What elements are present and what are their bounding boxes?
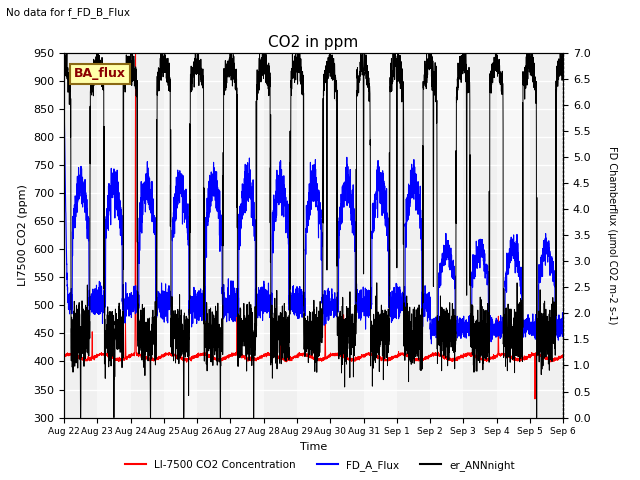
Text: BA_flux: BA_flux [74,67,126,80]
Legend: LI-7500 CO2 Concentration, FD_A_Flux, er_ANNnight: LI-7500 CO2 Concentration, FD_A_Flux, er… [121,456,519,475]
Bar [230,53,264,418]
Text: No data for f_FD_B_Flux: No data for f_FD_B_Flux [6,7,131,18]
Bar [497,53,530,418]
X-axis label: Time: Time [300,442,327,452]
Bar [97,53,131,418]
Y-axis label: LI7500 CO2 (ppm): LI7500 CO2 (ppm) [17,184,28,286]
Bar [364,53,397,418]
Bar [430,53,463,418]
Bar [297,53,330,418]
Bar [164,53,197,418]
Title: CO2 in ppm: CO2 in ppm [268,35,359,50]
Y-axis label: FD Chamberflux (μmol CO2 m-2 s-1): FD Chamberflux (μmol CO2 m-2 s-1) [607,146,618,324]
